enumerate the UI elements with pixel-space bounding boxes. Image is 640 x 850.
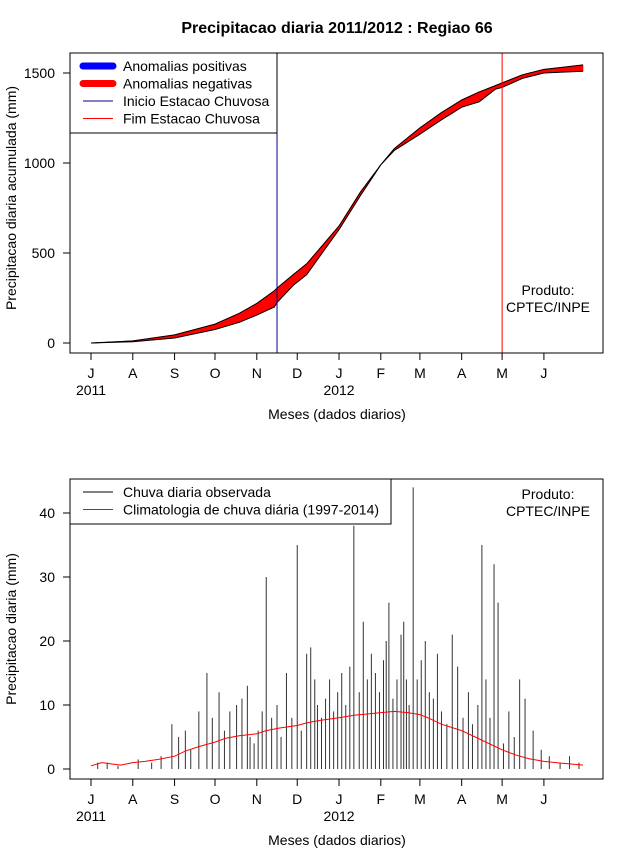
bottom-y-axis-label: Precipitacao diaria (mm) — [3, 553, 19, 705]
bottom-x-axis-label: Meses (dados diarios) — [268, 832, 406, 848]
top-legend-label: Fim Estacao Chuvosa — [123, 111, 260, 127]
top-legend: Anomalias positivas Anomalias negativasIn… — [69, 52, 278, 134]
bottom-y-tick-label: 10 — [39, 697, 55, 713]
bottom-annotation-line2: CPTEC/INPE — [506, 503, 590, 519]
top-annotation-line2: CPTEC/INPE — [506, 299, 590, 315]
top-y-axis: 0 500 1000 1500 — [24, 65, 71, 351]
top-legend-label: Anomalias negativas — [123, 76, 252, 92]
top-legend-label: Anomalias positivas — [123, 58, 247, 74]
bottom-x-tick-label: S — [170, 791, 179, 807]
observed-bars-layer — [97, 487, 580, 769]
top-x-tick-label: S — [170, 365, 179, 381]
bottom-x-tick-label: D — [292, 791, 302, 807]
bottom-year-label: 2011 — [76, 808, 106, 824]
top-x-tick-label: N — [252, 365, 262, 381]
bottom-x-tick-label: J — [88, 791, 95, 807]
top-x-tick-label: J — [540, 365, 547, 381]
cumulative-lines-layer — [90, 64, 584, 344]
bottom-x-tick-label: M — [496, 791, 508, 807]
top-x-tick-label: J — [336, 365, 343, 381]
bottom-x-tick-label: A — [457, 791, 467, 807]
top-y-tick-label: 1000 — [24, 155, 55, 171]
observed-cumulative-line — [90, 70, 584, 344]
bottom-y-tick-label: 40 — [39, 505, 55, 521]
top-x-tick-label: D — [292, 365, 302, 381]
bottom-legend: Chuva diaria observada Climatologia de ch… — [69, 478, 392, 525]
top-legend-label: Inicio Estacao Chuvosa — [123, 93, 270, 109]
top-x-tick-label: A — [128, 365, 138, 381]
top-x-tick-label: J — [88, 365, 95, 381]
climatology-cumulative-line — [90, 64, 584, 344]
top-y-tick-label: 1500 — [24, 65, 55, 81]
top-y-tick-label: 0 — [47, 335, 55, 351]
bottom-y-tick-label: 20 — [39, 633, 55, 649]
bottom-x-tick-label: N — [252, 791, 262, 807]
top-y-axis-label: Precipitacao diaria acumulada (mm) — [3, 86, 19, 310]
bottom-x-tick-label: F — [377, 791, 386, 807]
bottom-legend-label: Chuva diaria observada — [123, 484, 271, 500]
bottom-x-tick-label: A — [128, 791, 138, 807]
top-x-tick-label: A — [457, 365, 467, 381]
bottom-y-axis: 0 10 20 30 40 — [39, 505, 71, 777]
bottom-x-tick-label: J — [540, 791, 547, 807]
bottom-legend-label: Climatologia de chuva diária (1997-2014) — [123, 502, 379, 518]
negative-anomaly-segment — [581, 64, 584, 72]
top-y-tick-label: 500 — [32, 245, 56, 261]
climatology-daily-line — [90, 710, 584, 767]
top-year-label: 2012 — [323, 382, 354, 398]
top-x-tick-label: M — [496, 365, 508, 381]
top-annotation-line1: Produto: — [522, 282, 575, 298]
bottom-y-tick-label: 30 — [39, 569, 55, 585]
top-x-axis-label: Meses (dados diarios) — [268, 406, 406, 422]
bottom-annotation-line1: Produto: — [522, 486, 575, 502]
bottom-x-tick-label: M — [414, 791, 426, 807]
bottom-y-tick-label: 0 — [47, 761, 55, 777]
bottom-x-tick-label: O — [210, 791, 221, 807]
climatology-line-layer — [90, 710, 584, 767]
bottom-legend-box — [69, 478, 392, 525]
chart-title: Precipitacao diaria 2011/2012 : Regiao 6… — [181, 20, 492, 37]
top-year-label: 2011 — [76, 382, 106, 398]
top-x-tick-label: F — [377, 365, 386, 381]
top-x-tick-label: M — [414, 365, 426, 381]
bottom-x-tick-label: J — [336, 791, 343, 807]
bottom-year-label: 2012 — [323, 808, 354, 824]
top-x-tick-label: O — [210, 365, 221, 381]
